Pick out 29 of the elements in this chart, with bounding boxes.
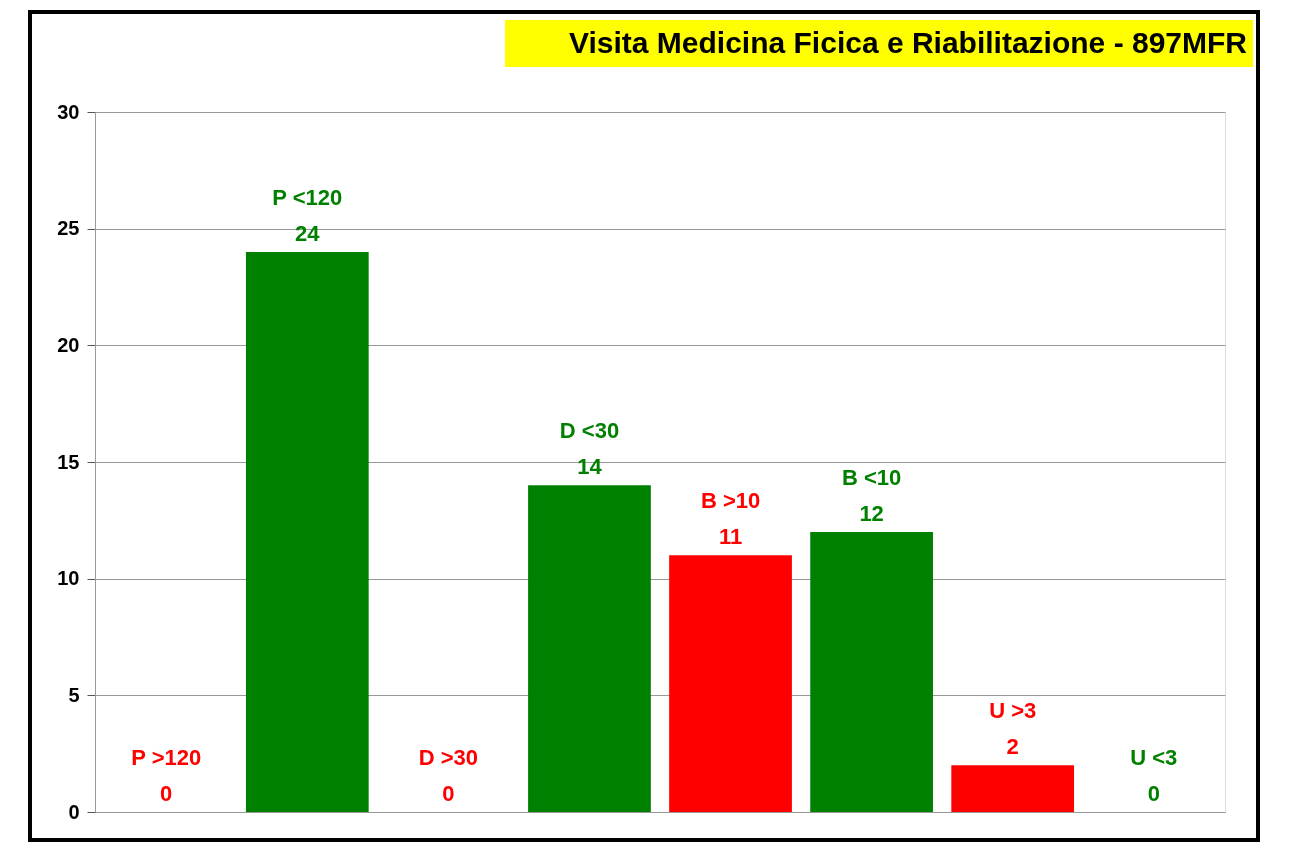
x-tick-label: D <30 xyxy=(559,418,620,444)
x-tick-label: B >10 xyxy=(700,488,761,514)
chart-title: Visita Medicina Ficica e Riabilitazione - 897MFR xyxy=(569,26,1248,59)
x-tick-label: U >3 xyxy=(989,698,1037,724)
y-tick-label: 25 xyxy=(57,217,80,240)
y-tick-label: 30 xyxy=(57,100,80,123)
y-tick-label: 15 xyxy=(57,450,80,473)
y-tick-label: 0 xyxy=(68,800,80,823)
data-label: 14 xyxy=(577,454,603,480)
x-tick-label: P >120 xyxy=(131,745,202,770)
data-label: 24 xyxy=(295,221,321,246)
bar xyxy=(245,252,369,812)
x-tick-label: U <3 xyxy=(1130,745,1178,770)
y-tick-label: 20 xyxy=(57,333,80,356)
bar xyxy=(951,765,1075,812)
x-tick-label: P <120 xyxy=(272,185,343,210)
data-label: 0 xyxy=(1147,781,1160,806)
y-tick-label: 5 xyxy=(68,683,80,706)
y-tick-label: 10 xyxy=(57,567,80,590)
x-tick-label: B <10 xyxy=(841,465,902,490)
data-label: 0 xyxy=(442,781,455,806)
bar xyxy=(810,532,933,812)
bar xyxy=(669,555,792,812)
bar xyxy=(528,485,651,812)
data-label: 2 xyxy=(1006,734,1019,760)
data-label: 11 xyxy=(718,524,743,550)
x-tick-label: D >30 xyxy=(418,745,479,770)
data-label: 12 xyxy=(859,501,884,526)
data-label: 0 xyxy=(160,781,173,806)
